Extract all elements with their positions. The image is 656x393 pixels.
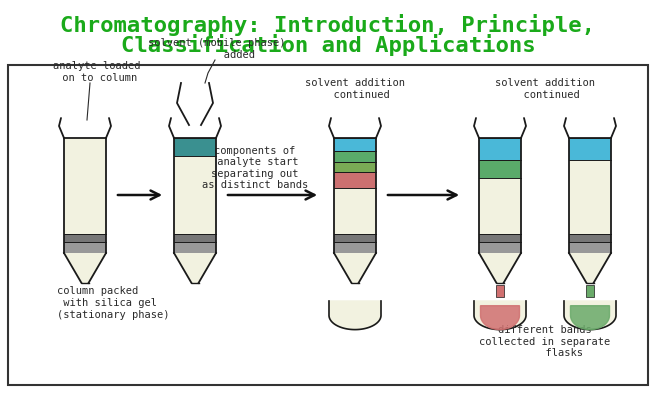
Polygon shape bbox=[479, 253, 521, 283]
Polygon shape bbox=[329, 301, 381, 330]
Polygon shape bbox=[64, 253, 106, 283]
Polygon shape bbox=[480, 306, 520, 330]
Text: column packed
 with silica gel
(stationary phase): column packed with silica gel (stationar… bbox=[57, 286, 169, 320]
Bar bbox=[8, 65, 648, 385]
Bar bbox=[64, 234, 106, 242]
Polygon shape bbox=[564, 301, 616, 330]
Bar bbox=[479, 234, 521, 242]
Text: Chromatography: Introduction, Principle,: Chromatography: Introduction, Principle, bbox=[60, 14, 596, 36]
Bar bbox=[569, 138, 611, 253]
Bar bbox=[496, 285, 504, 297]
Bar bbox=[174, 138, 216, 253]
Polygon shape bbox=[174, 253, 216, 283]
Polygon shape bbox=[334, 253, 376, 283]
Bar bbox=[174, 234, 216, 242]
Text: analyte loaded
 on to column: analyte loaded on to column bbox=[53, 61, 141, 83]
Text: Classification and Applications: Classification and Applications bbox=[121, 34, 535, 56]
Bar bbox=[479, 138, 521, 253]
Bar bbox=[569, 138, 611, 160]
Bar bbox=[64, 138, 106, 253]
Text: components of
 analyte start
separating out
as distinct bands: components of analyte start separating o… bbox=[202, 145, 308, 190]
Bar bbox=[334, 172, 376, 188]
Bar bbox=[569, 234, 611, 242]
Bar bbox=[334, 242, 376, 253]
Bar bbox=[334, 151, 376, 162]
Text: solvent addition
  continued: solvent addition continued bbox=[305, 78, 405, 100]
Polygon shape bbox=[474, 301, 526, 330]
Polygon shape bbox=[571, 306, 609, 330]
Bar bbox=[64, 242, 106, 253]
Polygon shape bbox=[569, 253, 611, 283]
Bar bbox=[174, 242, 216, 253]
Bar bbox=[479, 160, 521, 178]
Bar bbox=[174, 138, 216, 156]
Bar bbox=[586, 285, 594, 297]
Text: solvent (mobile phase)
       added: solvent (mobile phase) added bbox=[148, 39, 286, 60]
Bar bbox=[334, 138, 376, 151]
Bar bbox=[479, 242, 521, 253]
Bar bbox=[334, 162, 376, 172]
Bar bbox=[479, 138, 521, 160]
Bar bbox=[334, 138, 376, 253]
Bar bbox=[334, 234, 376, 242]
Text: solvent addition
  continued: solvent addition continued bbox=[495, 78, 595, 100]
Text: different bands
collected in separate
      flasks: different bands collected in separate fl… bbox=[480, 325, 611, 358]
Bar bbox=[569, 242, 611, 253]
